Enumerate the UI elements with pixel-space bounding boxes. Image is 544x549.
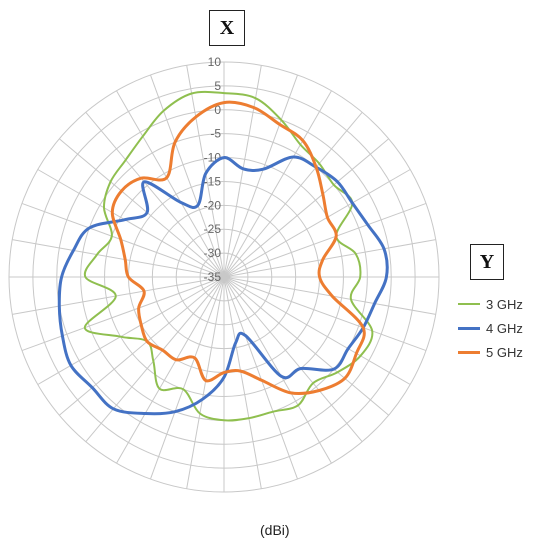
series-line-4-ghz: [57, 155, 389, 416]
radial-tick-label: -30: [204, 246, 222, 260]
radial-tick-label: -20: [204, 198, 222, 212]
series-line-5-ghz: [110, 100, 366, 396]
grid-spoke: [12, 276, 225, 315]
legend-label: 5 GHz: [486, 344, 523, 360]
legend-label: 4 GHz: [486, 320, 523, 336]
legend-item: 5 GHz: [458, 340, 542, 364]
grid-spoke: [223, 138, 390, 278]
axis-x-label: X: [209, 10, 245, 46]
grid-spoke: [58, 138, 225, 278]
grid-spoke: [21, 276, 225, 352]
grid-spoke: [12, 239, 225, 278]
legend-swatch: [458, 350, 480, 354]
legend-item: 3 GHz: [458, 292, 542, 316]
grid-spoke: [186, 276, 225, 489]
grid-spoke: [223, 276, 411, 385]
grid-spoke: [223, 276, 427, 352]
legend-swatch: [458, 303, 480, 305]
grid-spoke: [58, 276, 225, 416]
polar-grid: [8, 61, 440, 493]
grid-spoke: [223, 202, 427, 278]
legend: 3 GHz 4 GHz 5 GHz: [458, 292, 542, 364]
grid-spoke: [37, 276, 225, 385]
grid-spoke: [223, 90, 332, 278]
grid-spoke: [85, 111, 225, 278]
grid-spoke: [186, 65, 225, 278]
grid-spoke: [116, 276, 225, 464]
grid-spoke: [21, 202, 225, 278]
grid-spoke: [37, 169, 225, 278]
grid-spoke: [223, 74, 299, 278]
axis-y-label: Y: [470, 244, 504, 280]
legend-swatch: [458, 326, 480, 330]
grid-spoke: [223, 65, 262, 278]
grid-spoke: [223, 276, 299, 480]
grid-spoke: [223, 239, 436, 278]
radial-tick-label: -15: [204, 174, 222, 188]
series-layer: [57, 90, 389, 422]
grid-spoke: [223, 276, 363, 443]
grid-spoke: [223, 276, 262, 489]
radial-tick-label: 0: [214, 103, 221, 117]
grid-spoke: [149, 74, 225, 278]
grid-spoke: [223, 276, 390, 416]
grid-spoke: [223, 169, 411, 278]
legend-item: 4 GHz: [458, 316, 542, 340]
radial-tick-label: 5: [214, 79, 221, 93]
legend-label: 3 GHz: [486, 296, 523, 312]
radial-tick-label: -35: [204, 270, 222, 284]
unit-label: (dBi): [260, 522, 290, 538]
grid-spoke: [116, 90, 225, 278]
grid-spoke: [223, 276, 332, 464]
grid-spoke: [85, 276, 225, 443]
grid-spoke: [223, 111, 363, 278]
radial-tick-label: -25: [204, 222, 222, 236]
grid-spoke: [149, 276, 225, 480]
radial-tick-label: -5: [210, 127, 221, 141]
radial-tick-label: 10: [208, 55, 222, 69]
